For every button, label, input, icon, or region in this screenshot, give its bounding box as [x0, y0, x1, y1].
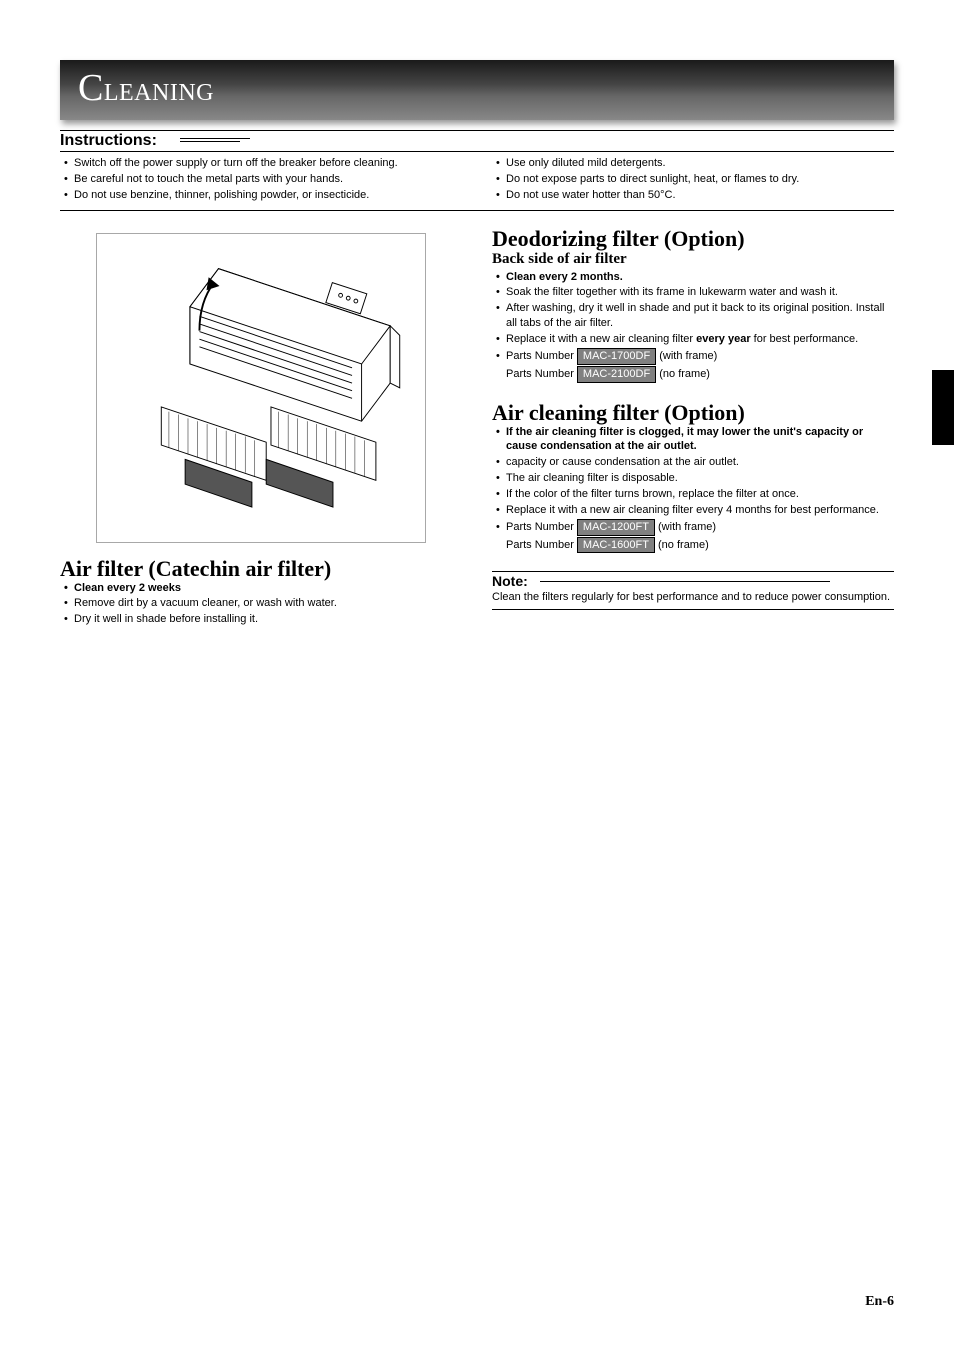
right-column: Deodorizing filter (Option) Back side of…	[492, 227, 894, 646]
parts-prefix: Parts Number	[506, 539, 574, 551]
part-number: MAC-2100DF	[577, 366, 656, 383]
air-filter-section: Air filter (Catechin air filter) Clean e…	[60, 557, 462, 628]
deodorizing-list: Clean every 2 months. Soak the filter to…	[492, 270, 894, 347]
parts-suffix: (with frame)	[658, 521, 716, 533]
title-cap: C	[78, 67, 104, 109]
list-item: Dry it well in shade before installing i…	[60, 612, 462, 627]
instructions-right-list: Use only diluted mild detergents. Do not…	[492, 156, 894, 203]
air-filter-list: Clean every 2 weeks Remove dirt by a vac…	[60, 581, 462, 628]
list-item: If the air cleaning filter is clogged, i…	[492, 425, 894, 455]
main-columns: Air filter (Catechin air filter) Clean e…	[60, 227, 894, 646]
instructions-left-list: Switch off the power supply or turn off …	[60, 156, 462, 203]
instructions-heading: Instructions:	[60, 130, 894, 152]
parts-prefix: Parts Number	[506, 521, 574, 533]
list-item: Do not use benzine, thinner, polishing p…	[60, 188, 462, 203]
page: CLEANING Instructions: Switch off the po…	[0, 0, 954, 685]
parts-line: Parts Number MAC-2100DF (no frame)	[492, 366, 894, 383]
header-bar: CLEANING	[60, 60, 894, 120]
list-item: Switch off the power supply or turn off …	[60, 156, 462, 171]
section-title: Air filter (Catechin air filter)	[60, 557, 462, 580]
list-item: Replace it with a new air cleaning filte…	[492, 332, 894, 347]
filter-diagram	[96, 233, 426, 543]
list-item: capacity or cause condensation at the ai…	[492, 455, 894, 470]
part-number: MAC-1600FT	[577, 537, 655, 554]
note-body: Clean the filters regularly for best per…	[492, 591, 894, 610]
list-item: If the color of the filter turns brown, …	[492, 487, 894, 502]
list-item: Remove dirt by a vacuum cleaner, or wash…	[60, 596, 462, 611]
parts-suffix: (no frame)	[659, 368, 710, 380]
section-subtitle: Back side of air filter	[492, 251, 894, 268]
list-item: Soak the filter together with its frame …	[492, 285, 894, 300]
part-number: MAC-1700DF	[577, 348, 656, 365]
page-title: CLEANING	[78, 66, 876, 110]
deodorizing-section: Deodorizing filter (Option) Back side of…	[492, 227, 894, 383]
air-cleaning-list: If the air cleaning filter is clogged, i…	[492, 425, 894, 518]
part-number: MAC-1200FT	[577, 519, 655, 536]
list-item: After washing, dry it well in shade and …	[492, 301, 894, 331]
parts-prefix: Parts Number	[506, 350, 574, 362]
parts-suffix: (no frame)	[658, 539, 709, 551]
section-title: Air cleaning filter (Option)	[492, 401, 894, 424]
divider	[60, 210, 894, 211]
list-item: Do not use water hotter than 50°C.	[492, 188, 894, 203]
list-item: Do not expose parts to direct sunlight, …	[492, 172, 894, 187]
side-tab	[932, 370, 954, 445]
list-item: The air cleaning filter is disposable.	[492, 471, 894, 486]
section-title: Deodorizing filter (Option)	[492, 227, 894, 250]
parts-line: Parts Number MAC-1600FT (no frame)	[492, 537, 894, 554]
air-cleaning-section: Air cleaning filter (Option) If the air …	[492, 401, 894, 554]
list-item: Clean every 2 months.	[492, 270, 894, 285]
left-column: Air filter (Catechin air filter) Clean e…	[60, 227, 462, 646]
parts-line: Parts Number MAC-1700DF (with frame)	[492, 348, 894, 365]
parts-line: Parts Number MAC-1200FT (with frame)	[492, 519, 894, 536]
title-rest: LEANING	[104, 80, 214, 106]
list-item: Clean every 2 weeks	[60, 581, 462, 596]
instructions-columns: Switch off the power supply or turn off …	[60, 156, 894, 204]
parts-suffix: (with frame)	[659, 350, 717, 362]
page-number: En-6	[865, 1294, 894, 1310]
list-item: Replace it with a new air cleaning filte…	[492, 503, 894, 518]
ac-unit-illustration	[104, 240, 419, 536]
parts-prefix: Parts Number	[506, 368, 574, 380]
list-item: Be careful not to touch the metal parts …	[60, 172, 462, 187]
note-heading: Note:	[492, 571, 894, 589]
list-item: Use only diluted mild detergents.	[492, 156, 894, 171]
